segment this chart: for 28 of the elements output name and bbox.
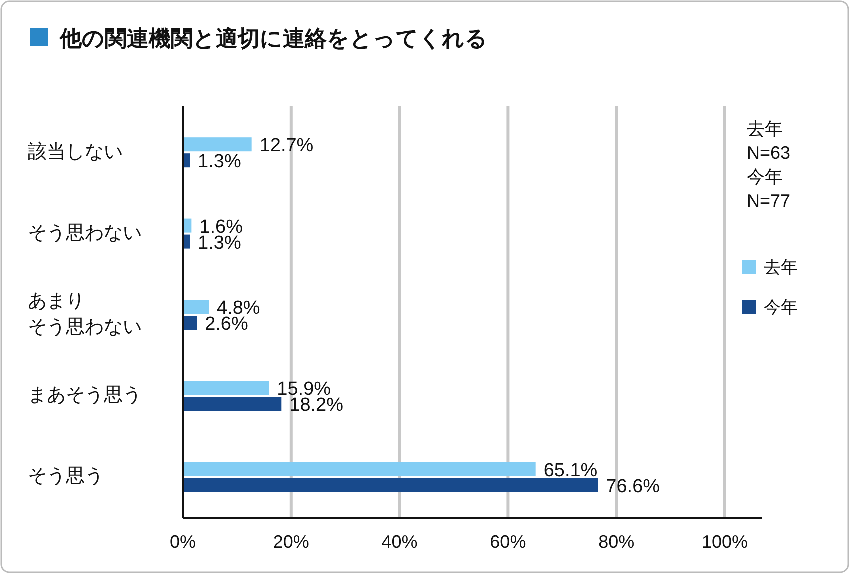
data-label: 1.3% <box>198 152 242 173</box>
y-tick-label: 該当しない <box>28 140 124 165</box>
chart-title: 他の関連機関と適切に連絡をとってくれる <box>59 26 488 51</box>
data-label: 1.3% <box>198 232 242 254</box>
y-tick-label: そう思わない <box>28 222 143 246</box>
y-tick-label: あまりそう思わない <box>28 290 143 340</box>
x-tick-label: 0% <box>170 532 196 552</box>
bar <box>183 462 536 476</box>
data-label: 2.6% <box>205 314 249 335</box>
x-tick-label: 100% <box>702 532 748 552</box>
bar <box>183 316 198 330</box>
y-tick-label: まあそう思う <box>28 384 143 408</box>
bar <box>183 381 270 396</box>
legend-label: 去年 <box>764 258 798 277</box>
data-label: 65.1% <box>544 460 598 482</box>
bar <box>183 478 598 492</box>
data-label: 76.6% <box>606 476 660 498</box>
text: 去年 N=63 今年 N=77 <box>747 119 791 211</box>
x-tick-label: 20% <box>273 532 310 552</box>
bar <box>183 138 252 152</box>
x-tick-label: 40% <box>382 532 418 552</box>
y-tick-label: そう思う <box>28 465 105 490</box>
x-tick-label: 60% <box>490 532 526 552</box>
data-label: 12.7% <box>260 136 314 157</box>
bar <box>183 300 210 314</box>
x-tick-label: 80% <box>598 532 635 552</box>
legend-label: 今年 <box>764 298 798 317</box>
bar <box>183 397 282 412</box>
